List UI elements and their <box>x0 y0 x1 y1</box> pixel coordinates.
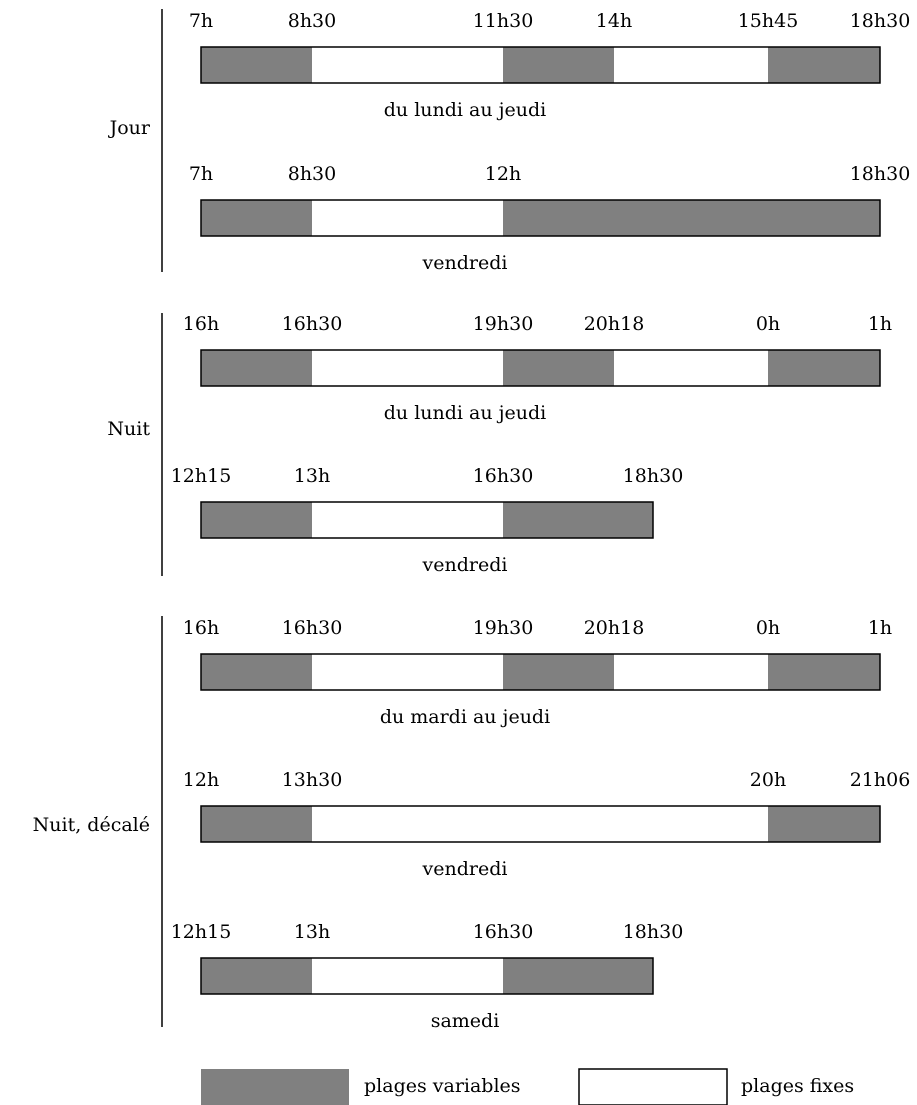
time-tick-label: 11h30 <box>473 10 534 32</box>
time-tick-label: 18h30 <box>623 921 684 943</box>
time-tick-label: 16h30 <box>473 921 534 943</box>
time-tick-label: 7h <box>189 10 213 32</box>
time-tick-label: 19h30 <box>473 313 534 335</box>
time-tick-label: 16h30 <box>473 465 534 487</box>
legend: plages variables plages fixes <box>201 1068 854 1105</box>
time-tick-label: 14h <box>596 10 632 32</box>
variable-range-segment <box>768 350 880 386</box>
variable-range-segment <box>503 958 653 994</box>
time-tick-label: 18h30 <box>850 163 911 185</box>
bar-outline <box>200 805 881 843</box>
variable-range-segment <box>503 350 614 386</box>
schedule-row: 12h15 13h 16h30 18h30 vendredi <box>171 465 684 576</box>
time-tick-label: 12h <box>485 163 521 185</box>
variable-range-segment <box>201 200 312 236</box>
schedule-row: 7h 8h30 11h30 14h 15h45 18h30 du lundi au jeud… <box>189 10 910 121</box>
fixed-range-segment <box>312 200 503 236</box>
legend-variable-label: plages variables <box>364 1075 521 1097</box>
fixed-range-segment <box>614 47 768 83</box>
time-tick-label: 8h30 <box>288 10 337 32</box>
variable-range-segment <box>201 958 312 994</box>
bar-outline <box>200 46 881 84</box>
variable-range-segment <box>201 47 312 83</box>
time-tick-label: 1h <box>868 617 892 639</box>
legend-fixed-swatch <box>578 1068 728 1105</box>
time-tick-label: 16h30 <box>282 617 343 639</box>
row-caption: du lundi au jeudi <box>384 402 546 424</box>
time-tick-label: 20h18 <box>584 313 645 335</box>
row-caption: du lundi au jeudi <box>384 99 546 121</box>
bar-outline <box>200 349 881 387</box>
time-tick-label: 13h <box>294 921 330 943</box>
bar-outline <box>200 653 881 691</box>
time-tick-label: 20h <box>750 769 786 791</box>
time-tick-label: 8h30 <box>288 163 337 185</box>
row-caption: samedi <box>431 1010 500 1032</box>
time-tick-label: 16h30 <box>282 313 343 335</box>
fixed-range-segment <box>614 654 768 690</box>
variable-range-segment <box>768 654 880 690</box>
time-tick-label: 18h30 <box>623 465 684 487</box>
time-tick-label: 7h <box>189 163 213 185</box>
fixed-range-segment <box>312 502 503 538</box>
time-tick-label: 16h <box>183 313 219 335</box>
variable-range-segment <box>201 806 312 842</box>
fixed-range-segment <box>312 806 768 842</box>
time-tick-label: 15h45 <box>738 10 799 32</box>
bar-outline <box>200 199 881 237</box>
legend-variable-swatch <box>201 1069 349 1105</box>
variable-range-segment <box>503 502 653 538</box>
time-tick-label: 0h <box>756 313 780 335</box>
group-label: Nuit <box>107 418 150 440</box>
schedule-row: 16h 16h30 19h30 20h18 0h 1h du lundi au jeudi <box>183 313 892 424</box>
time-tick-label: 20h18 <box>584 617 645 639</box>
time-tick-label: 16h <box>183 617 219 639</box>
group-3: Nuit, décalé 16h 16h30 19h30 20h18 0h 1h du mar… <box>33 616 911 1032</box>
fixed-range-segment <box>312 958 503 994</box>
time-tick-label: 21h06 <box>850 769 911 791</box>
variable-range-segment <box>201 502 312 538</box>
time-tick-label: 13h30 <box>282 769 343 791</box>
variable-range-segment <box>503 47 614 83</box>
group-label: Jour <box>108 117 151 139</box>
bar-outline <box>200 957 654 995</box>
group-label: Nuit, décalé <box>33 814 150 836</box>
schedule-groups: Jour 7h 8h30 11h30 14h 15h45 18h30 du lundi au … <box>33 9 911 1032</box>
fixed-range-segment <box>312 350 503 386</box>
variable-range-segment <box>768 47 880 83</box>
group-1: Jour 7h 8h30 11h30 14h 15h45 18h30 du lundi au … <box>108 9 910 274</box>
time-tick-label: 12h15 <box>171 921 232 943</box>
row-caption: du mardi au jeudi <box>380 706 550 728</box>
schedule-row: 16h 16h30 19h30 20h18 0h 1h du mardi au jeudi <box>183 617 892 728</box>
variable-range-segment <box>768 806 880 842</box>
time-tick-label: 13h <box>294 465 330 487</box>
schedule-row: 12h15 13h 16h30 18h30 samedi <box>171 921 684 1032</box>
time-tick-label: 18h30 <box>850 10 911 32</box>
time-tick-label: 12h15 <box>171 465 232 487</box>
row-caption: vendredi <box>422 252 508 274</box>
row-caption: vendredi <box>422 554 508 576</box>
fixed-range-segment <box>312 47 503 83</box>
variable-range-segment <box>503 200 880 236</box>
schedule-row: 7h 8h30 12h 18h30 vendredi <box>189 163 910 274</box>
legend-fixed-label: plages fixes <box>741 1075 854 1097</box>
time-tick-label: 12h <box>183 769 219 791</box>
time-tick-label: 1h <box>868 313 892 335</box>
fixed-range-segment <box>312 654 503 690</box>
group-2: Nuit 16h 16h30 19h30 20h18 0h 1h du lundi au je… <box>107 313 892 576</box>
row-caption: vendredi <box>422 858 508 880</box>
variable-range-segment <box>503 654 614 690</box>
variable-range-segment <box>201 654 312 690</box>
time-tick-label: 0h <box>756 617 780 639</box>
variable-range-segment <box>201 350 312 386</box>
bar-outline <box>200 501 654 539</box>
time-tick-label: 19h30 <box>473 617 534 639</box>
schedule-row: 12h 13h30 20h 21h06 vendredi <box>183 769 911 880</box>
fixed-range-segment <box>614 350 768 386</box>
